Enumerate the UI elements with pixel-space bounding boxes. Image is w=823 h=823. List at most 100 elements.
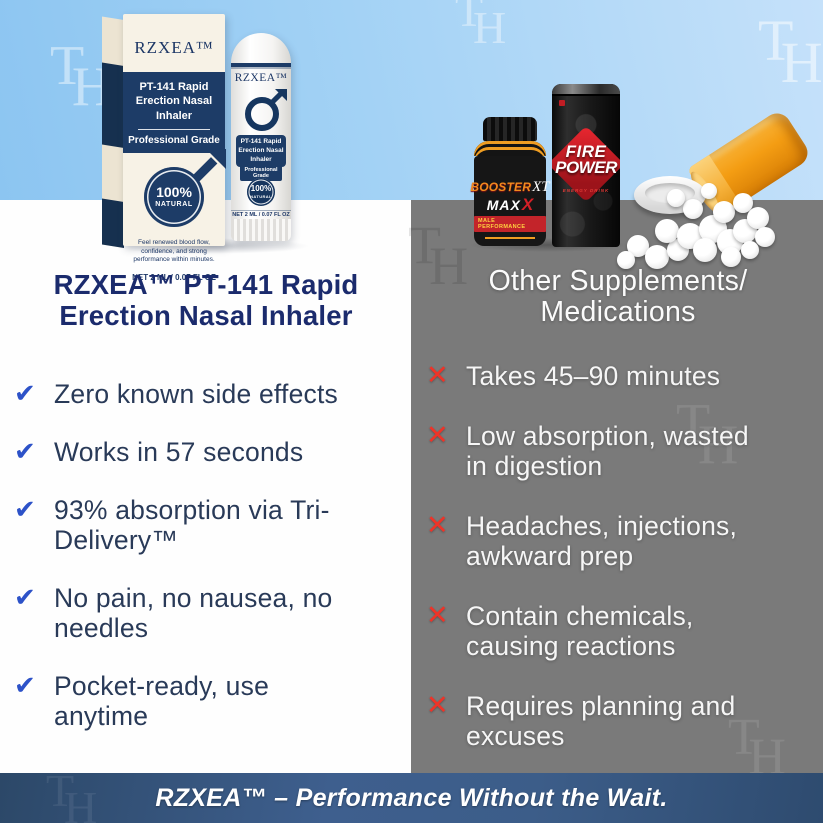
box-brand: RZXEA™ bbox=[134, 38, 214, 57]
list-item: ✔ Zero known side effects bbox=[14, 379, 406, 409]
check-icon: ✔ bbox=[14, 583, 36, 613]
bottle-label: BOOSTER XT MAX X MALE PERFORMANCE bbox=[470, 156, 550, 246]
check-icon: ✔ bbox=[14, 495, 36, 525]
box-grade: Professional Grade bbox=[128, 134, 220, 146]
booster-footline bbox=[484, 237, 536, 239]
cross-icon: ✕ bbox=[426, 360, 449, 391]
pill bbox=[683, 199, 703, 219]
item-line: 93% absorption via Tri- bbox=[54, 495, 330, 525]
inhaler-ribbed-base bbox=[231, 219, 291, 241]
item-line: Zero known side effects bbox=[54, 379, 338, 409]
can-logo-dot bbox=[559, 100, 565, 106]
item-line: Delivery™ bbox=[54, 525, 179, 555]
badge-percent: 100% bbox=[156, 184, 192, 201]
booster-word: MAX bbox=[486, 197, 521, 213]
pill bbox=[667, 189, 685, 207]
booster-band: MALE PERFORMANCE bbox=[474, 216, 546, 232]
box-side-stripe bbox=[102, 62, 124, 148]
cross-icon: ✕ bbox=[426, 420, 449, 451]
box-title-band: PT-141 Rapid Erection Nasal Inhaler Prof… bbox=[123, 72, 225, 153]
title-line: Other Supplements/ bbox=[488, 265, 748, 297]
inhaler-title: PT-141 Rapid Erection Nasal Inhaler bbox=[236, 135, 286, 168]
pill bbox=[733, 193, 753, 213]
item-line: Low absorption, wasted bbox=[466, 421, 749, 451]
cross-icon: ✕ bbox=[426, 690, 449, 721]
badge-natural: NATURAL bbox=[250, 194, 272, 199]
item-line: Works in 57 seconds bbox=[54, 437, 304, 467]
product-box-side bbox=[102, 16, 124, 248]
item-line: in digestion bbox=[466, 451, 603, 481]
item-line: excuses bbox=[466, 721, 565, 751]
inhaler-grade: Professional Grade bbox=[240, 165, 282, 181]
pill bbox=[693, 238, 717, 262]
list-item: ✕ Takes 45–90 minutes bbox=[426, 360, 818, 392]
list-item: ✕ Low absorption, wasted in digestion bbox=[426, 420, 818, 482]
can-subtitle: ENERGY DRINK bbox=[562, 188, 610, 193]
pill bbox=[713, 201, 735, 223]
box-description: Feel renewed blood flow, confidence, and… bbox=[133, 238, 215, 264]
badge-percent: 100% bbox=[250, 184, 272, 193]
left-panel bbox=[0, 200, 411, 773]
cross-icon: ✕ bbox=[426, 600, 449, 631]
item-line: causing reactions bbox=[466, 631, 676, 661]
cross-icon: ✕ bbox=[426, 510, 449, 541]
inhaler-brand: RZXEA™ bbox=[234, 72, 288, 84]
benefits-list: ✔ Zero known side effects ✔ Works in 57 … bbox=[14, 379, 406, 731]
inhaler-band bbox=[231, 63, 291, 67]
list-item: ✔ Pocket-ready, use anytime bbox=[14, 671, 406, 731]
left-column-title: RZXEA™ PT-141 Rapid Erection Nasal Inhal… bbox=[10, 269, 402, 332]
title-line: Medications bbox=[540, 296, 696, 329]
badge-natural: NATURAL bbox=[155, 201, 193, 209]
check-icon: ✔ bbox=[14, 379, 36, 409]
list-item: ✔ 93% absorption via Tri- Delivery™ bbox=[14, 495, 406, 555]
list-item: ✔ Works in 57 seconds bbox=[14, 437, 406, 467]
can-title-line: POWER bbox=[555, 158, 617, 178]
pill bbox=[617, 251, 635, 269]
bottle-shoulder bbox=[474, 141, 546, 156]
tagline-text: RZXEA™ – Performance Without the Wait. bbox=[155, 783, 668, 812]
list-item: ✔ No pain, no nausea, no needles bbox=[14, 583, 406, 643]
title-line: RZXEA™ PT-141 Rapid bbox=[53, 269, 359, 300]
item-line: Headaches, injections, bbox=[466, 511, 738, 541]
list-item: ✕ Requires planning and excuses bbox=[426, 690, 818, 752]
divider bbox=[138, 128, 210, 130]
pill bbox=[645, 245, 669, 269]
item-line: anytime bbox=[54, 701, 149, 731]
box-side-stripe bbox=[102, 198, 124, 248]
box-title: PT-141 Rapid Erection Nasal Inhaler bbox=[135, 81, 213, 122]
natural-badge: 100% NATURAL bbox=[247, 178, 275, 206]
item-line: awkward prep bbox=[466, 541, 634, 571]
item-line: Takes 45–90 minutes bbox=[466, 361, 721, 391]
booster-word: BOOSTER bbox=[470, 180, 532, 194]
pill bbox=[755, 227, 775, 247]
right-panel bbox=[411, 200, 823, 773]
male-symbol-icon bbox=[245, 89, 287, 131]
check-icon: ✔ bbox=[14, 671, 36, 701]
box-net-weight: NET 2 ML / 0.07 FL OZ bbox=[132, 273, 216, 283]
booster-x: X bbox=[521, 195, 534, 214]
pill bbox=[701, 183, 717, 199]
tagline-banner: RZXEA™ – Performance Without the Wait. bbox=[0, 773, 823, 823]
pill bbox=[721, 247, 741, 267]
product-box: RZXEA™ PT-141 Rapid Erection Nasal Inhal… bbox=[123, 14, 226, 282]
item-line: Requires planning and bbox=[466, 691, 736, 721]
energy-drink-can: FIRE POWER ENERGY DRINK bbox=[552, 84, 620, 247]
booster-bottle: BOOSTER XT MAX X MALE PERFORMANCE bbox=[470, 117, 550, 246]
male-symbol-icon: 100% NATURAL bbox=[144, 148, 226, 227]
product-inhaler: RZXEA™ PT-141 Rapid Erection Nasal Inhal… bbox=[231, 33, 291, 241]
can-title-line: FIRE bbox=[565, 142, 607, 161]
pill bbox=[655, 219, 679, 243]
item-line: Contain chemicals, bbox=[466, 601, 694, 631]
item-line: Pocket-ready, use bbox=[54, 671, 270, 701]
list-item: ✕ Contain chemicals, causing reactions bbox=[426, 600, 818, 662]
bottle-cap bbox=[483, 117, 537, 141]
list-item: ✕ Headaches, injections, awkward prep bbox=[426, 510, 818, 572]
can-lid bbox=[552, 84, 620, 96]
drawbacks-list: ✕ Takes 45–90 minutes ✕ Low absorption, … bbox=[426, 360, 818, 752]
booster-word: XT bbox=[532, 179, 550, 195]
check-icon: ✔ bbox=[14, 437, 36, 467]
inhaler-net-weight: NET 2 ML / 0.07 FL OZ bbox=[231, 210, 291, 218]
item-line: needles bbox=[54, 613, 149, 643]
title-line: Erection Nasal Inhaler bbox=[59, 299, 353, 331]
right-column-title: Other Supplements/ Medications bbox=[420, 265, 816, 329]
